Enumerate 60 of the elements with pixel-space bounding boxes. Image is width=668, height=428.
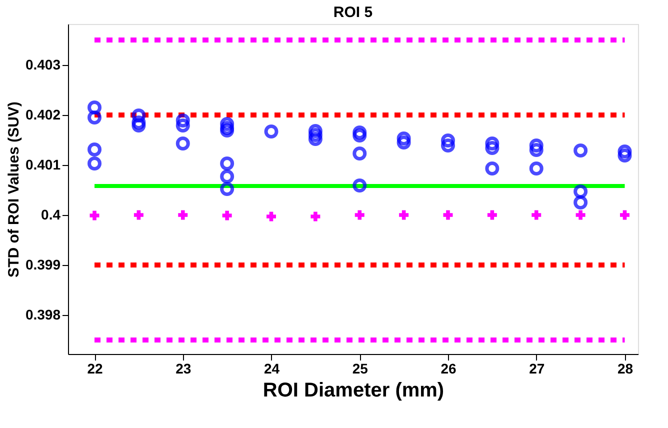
point [399, 210, 409, 220]
point [222, 210, 232, 220]
point [618, 148, 632, 162]
point [529, 162, 544, 176]
point [620, 210, 630, 220]
point [134, 210, 144, 220]
point [310, 212, 320, 222]
point [485, 162, 500, 176]
x-tick-label: 28 [617, 360, 634, 376]
point [178, 210, 188, 220]
point [574, 144, 588, 158]
point [88, 100, 102, 114]
point [264, 124, 278, 138]
point [487, 210, 497, 220]
x-tick-label: 25 [352, 360, 368, 376]
y-tick-label: 0.4 [41, 206, 61, 222]
x-axis-title: ROI Diameter (mm) [262, 380, 444, 402]
x-tick-label: 22 [87, 360, 104, 376]
point [132, 108, 146, 122]
point [352, 178, 367, 192]
point [132, 118, 146, 132]
point [352, 146, 367, 160]
point [176, 136, 190, 150]
point [576, 210, 586, 220]
y-tick-label: 0.403 [25, 56, 61, 72]
point [220, 117, 234, 131]
point [90, 210, 100, 220]
x-tick-label: 26 [440, 360, 456, 376]
point [220, 121, 234, 135]
point [132, 116, 146, 130]
point [88, 110, 102, 124]
chart-title: ROI 5 [333, 4, 373, 21]
point [308, 124, 322, 138]
x-tick-label: 27 [529, 360, 545, 376]
y-tick-label: 0.401 [25, 156, 61, 172]
point [88, 156, 102, 170]
point [308, 128, 322, 142]
y-tick-label: 0.402 [25, 106, 61, 122]
point [354, 210, 364, 220]
y-tick-label: 0.398 [25, 306, 61, 322]
y-tick-label: 0.399 [25, 256, 61, 272]
point [443, 210, 453, 220]
y-axis-title: STD of ROI Values (SUV) [5, 102, 22, 278]
point [220, 170, 234, 184]
point [88, 142, 102, 156]
point [266, 212, 276, 222]
point [618, 144, 632, 158]
point [532, 210, 542, 220]
point [308, 132, 322, 146]
x-tick-label: 24 [264, 360, 280, 376]
point [574, 196, 588, 210]
point [396, 132, 411, 146]
point [220, 124, 234, 138]
point [352, 128, 367, 142]
point [574, 184, 588, 198]
x-tick-label: 23 [176, 360, 192, 376]
point [352, 126, 367, 140]
point [220, 182, 234, 196]
point [396, 136, 411, 150]
point [220, 156, 234, 170]
